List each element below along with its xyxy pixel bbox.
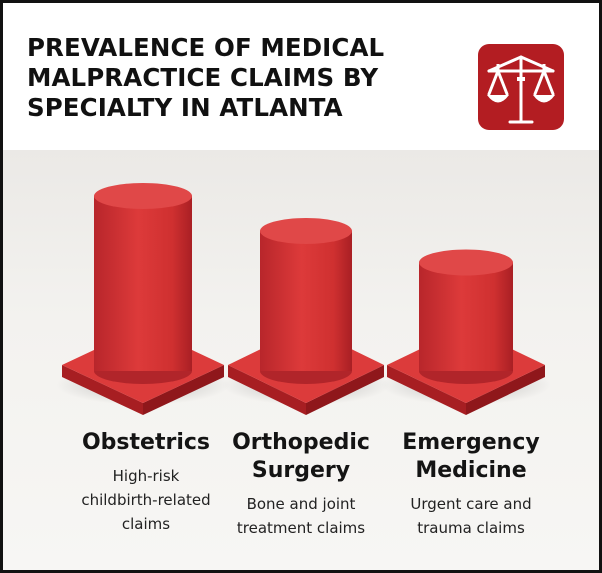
bar-group [56,183,230,415]
bar-top [94,183,192,209]
category-label: Emergency Medicine [402,430,540,483]
bar-group [381,249,551,415]
title-line: MALPRACTICE CLAIMS BY [27,63,379,92]
platform-side-right [466,365,545,415]
platform-side-left [62,365,143,415]
chart [56,183,551,415]
bar [260,231,352,371]
bar [94,196,192,371]
chart-panel: Obstetrics High-risk childbirth-related … [3,150,599,570]
category-description: High-risk childbirth-related claims [81,467,211,533]
page-title: PREVALENCE OF MEDICAL MALPRACTICE CLAIMS… [27,33,447,123]
bar-top [419,249,513,276]
category-label-block: Obstetrics High-risk childbirth-related … [46,429,246,536]
bar [419,262,513,371]
platform-side-right [143,365,224,415]
bar-group [222,218,390,415]
platform-side-left [228,365,306,415]
category-description: Bone and joint treatment claims [236,495,366,537]
bar-top [260,218,352,244]
category-label-block: Orthopedic Surgery Bone and joint treatm… [211,429,391,540]
scales-of-justice-icon [478,44,564,130]
category-label-block: Emergency Medicine Urgent care and traum… [381,429,561,540]
title-line: PREVALENCE OF MEDICAL [27,33,385,62]
platform-side-left [387,365,466,415]
platform-side-right [306,365,384,415]
title-line: SPECIALTY IN ATLANTA [27,93,343,122]
category-description: Urgent care and trauma claims [410,495,532,537]
header: PREVALENCE OF MEDICAL MALPRACTICE CLAIMS… [3,3,599,150]
category-label: Orthopedic Surgery [232,430,370,483]
category-label: Obstetrics [81,430,211,455]
